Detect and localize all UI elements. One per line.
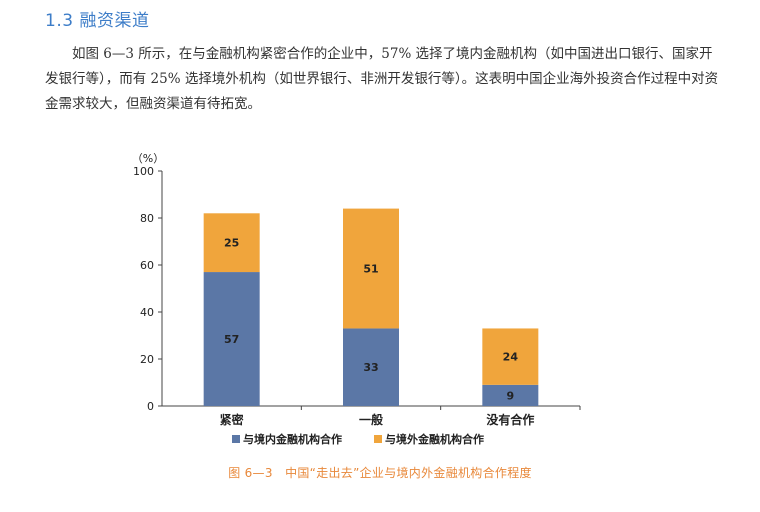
chart-container: （%） 0 20 40 60 80 100 57 25 紧密 33 51 一般 9 24 没有合作与境内金融机… <box>0 140 760 508</box>
bar-value-label: 33 <box>363 361 378 374</box>
stacked-bar-chart: （%） 0 20 40 60 80 100 57 25 紧密 33 51 一般 9 24 没有合作与境内金融机… <box>132 152 581 446</box>
bar-value-label: 25 <box>224 237 239 250</box>
bar-segment <box>343 208 399 329</box>
bar-segment <box>203 272 260 406</box>
bar-segment <box>203 213 260 273</box>
y-tick-label: 20 <box>140 353 154 366</box>
bar-value-label: 9 <box>507 389 515 402</box>
y-axis-unit: （%） <box>132 152 164 165</box>
legend-label: 与境内金融机构合作 <box>243 432 342 446</box>
bar-value-label: 51 <box>363 263 378 276</box>
paragraph-text: 如图 6—3 所示，在与金融机构紧密合作的企业中，57% 选择了境内金融机构（如… <box>45 46 719 112</box>
y-tick-label: 80 <box>140 212 154 225</box>
legend-label: 与境外金融机构合作 <box>385 432 484 446</box>
y-tick-label: 40 <box>140 306 154 319</box>
section-title: 1.3 融资渠道 <box>45 11 150 31</box>
legend-swatch <box>374 435 382 443</box>
bar-value-label: 24 <box>503 351 519 364</box>
x-category-label: 紧密 <box>220 412 244 427</box>
bar-segment <box>482 384 539 406</box>
bar-value-label: 57 <box>224 333 239 346</box>
bar-segment <box>343 328 399 406</box>
body-paragraph: 如图 6—3 所示，在与金融机构紧密合作的企业中，57% 选择了境内金融机构（如… <box>45 42 725 117</box>
figure-caption: 图 6—3 中国“走出去”企业与境内外金融机构合作程度 <box>228 466 532 480</box>
y-tick-label: 0 <box>147 400 154 413</box>
x-category-label: 没有合作 <box>486 412 534 427</box>
x-category-label: 一般 <box>359 412 383 427</box>
legend-swatch <box>232 435 240 443</box>
y-tick-label: 100 <box>133 165 154 178</box>
bar-segment <box>482 328 539 385</box>
y-tick-label: 60 <box>140 259 154 272</box>
